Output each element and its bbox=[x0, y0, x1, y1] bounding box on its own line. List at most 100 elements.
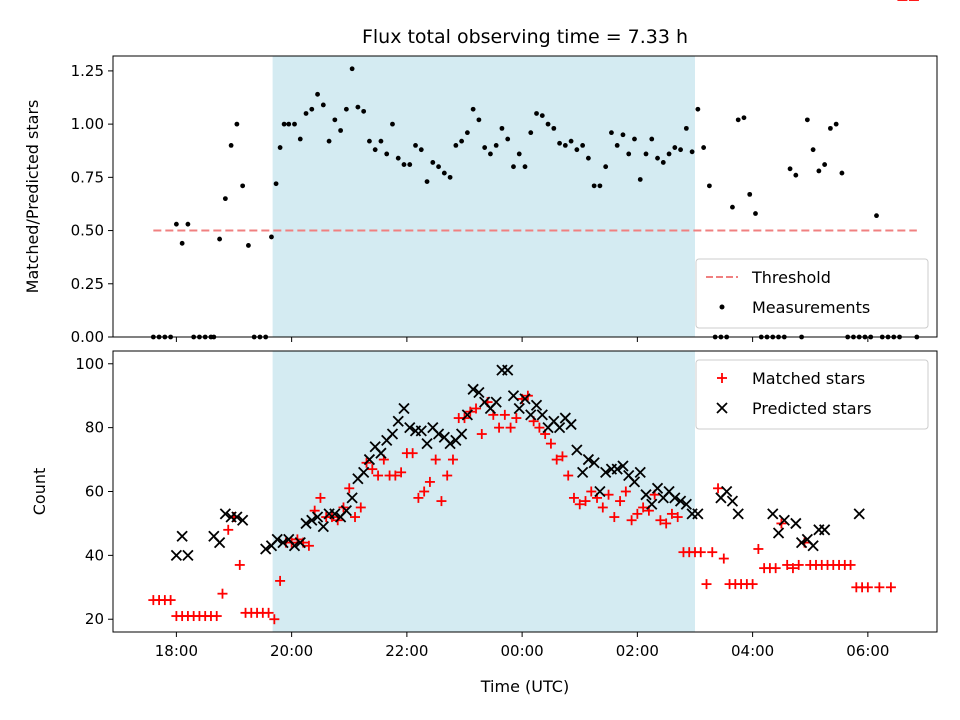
measurement-point bbox=[545, 121, 551, 127]
predicted-star-point bbox=[553, 421, 566, 434]
predicted-star-point bbox=[375, 447, 387, 459]
matched-star-point bbox=[586, 486, 597, 497]
measurement-point bbox=[730, 204, 735, 210]
measurement-point bbox=[539, 113, 545, 119]
measurement-point bbox=[222, 196, 228, 202]
measurement-point bbox=[482, 145, 488, 150]
predicted-star-point bbox=[778, 514, 790, 526]
x-tick-label: 20:00 bbox=[270, 642, 313, 660]
measurement-point bbox=[292, 121, 297, 127]
measurement-point bbox=[534, 111, 539, 116]
matched-star-point bbox=[695, 547, 706, 558]
matched-star-point bbox=[626, 515, 637, 526]
predicted-star-point bbox=[473, 386, 485, 399]
measurement-point bbox=[303, 111, 309, 116]
measurement-point bbox=[874, 213, 879, 219]
predicted-star-point bbox=[513, 402, 525, 415]
top-y-axis: 0.00 0.25 0.50 0.75 1.00 1.25 bbox=[71, 62, 113, 346]
measurement-point bbox=[277, 145, 283, 150]
measurement-point bbox=[672, 145, 678, 150]
observing-window-band bbox=[272, 351, 695, 632]
measurement-point bbox=[378, 138, 384, 144]
matched-star-point bbox=[638, 502, 649, 513]
matched-star-point bbox=[551, 454, 562, 465]
measurement-point bbox=[361, 108, 367, 114]
predicted-star-point bbox=[294, 536, 306, 549]
matched-star-point bbox=[165, 595, 176, 606]
measurement-point bbox=[493, 143, 499, 148]
measurement-point bbox=[701, 145, 707, 150]
measurement-point bbox=[269, 234, 274, 240]
matched-star-point bbox=[234, 559, 245, 570]
predicted-star-point bbox=[634, 466, 646, 478]
y-tick-label: 1.25 bbox=[71, 62, 104, 80]
measurement-point bbox=[649, 136, 655, 142]
predicted-star-point bbox=[386, 428, 399, 440]
predicted-star-point bbox=[329, 508, 341, 520]
predicted-star-point bbox=[853, 508, 865, 520]
matched-star-point bbox=[557, 451, 568, 462]
matched-star-point bbox=[580, 496, 591, 507]
matched-star-point bbox=[707, 547, 718, 558]
measurement-point bbox=[839, 170, 845, 176]
predicted-star-point bbox=[726, 495, 739, 507]
predicted-star-point bbox=[600, 466, 612, 478]
predicted-star-point bbox=[536, 409, 548, 421]
legend-matched-marker bbox=[717, 373, 727, 383]
predicted-star-point bbox=[271, 533, 283, 546]
predicted-star-point bbox=[461, 409, 474, 421]
measurement-point bbox=[551, 125, 557, 131]
measurement-point bbox=[390, 121, 395, 127]
chart-title: Flux total observing time = 7.33 h bbox=[362, 26, 688, 48]
predicted-star-point bbox=[358, 466, 370, 478]
measurement-point bbox=[511, 164, 516, 170]
measurement-point bbox=[349, 66, 355, 72]
predicted-star-point bbox=[669, 492, 681, 504]
measurement-point bbox=[580, 143, 586, 148]
predicted-star-point bbox=[680, 498, 692, 510]
measurement-point bbox=[822, 162, 828, 167]
measurement-point bbox=[470, 106, 476, 112]
matched-star-point bbox=[447, 454, 458, 465]
matched-star-point bbox=[396, 467, 407, 478]
predicted-star-point bbox=[525, 409, 537, 421]
matched-star-point bbox=[862, 582, 873, 593]
matched-star-point bbox=[534, 422, 545, 433]
measurement-point bbox=[459, 138, 465, 144]
measurement-point bbox=[367, 138, 372, 144]
predicted-star-point bbox=[507, 390, 520, 402]
y-tick-label: 1.00 bbox=[71, 115, 104, 133]
predicted-star-point bbox=[404, 421, 416, 434]
x-tick-label: 06:00 bbox=[846, 642, 889, 660]
predicted-star-point bbox=[582, 453, 595, 466]
bottom-y-axis-label: Count bbox=[30, 468, 49, 516]
matched-star-point bbox=[672, 512, 683, 523]
matched-star-point bbox=[609, 512, 620, 523]
measurement-point bbox=[609, 130, 614, 136]
predicted-star-point bbox=[530, 399, 543, 411]
measurement-point bbox=[464, 130, 470, 136]
measurement-point bbox=[695, 106, 701, 112]
matched-star-point bbox=[499, 409, 510, 420]
predicted-star-point bbox=[176, 530, 188, 542]
measurement-point bbox=[355, 104, 361, 110]
predicted-star-point bbox=[767, 508, 779, 520]
measurement-point bbox=[660, 160, 666, 165]
predicted-star-point bbox=[231, 511, 243, 523]
y-tick-label: 0.00 bbox=[71, 328, 104, 346]
predicted-star-point bbox=[565, 418, 577, 431]
measurement-point bbox=[499, 125, 505, 131]
measurement-point bbox=[246, 243, 251, 248]
matched-star-point bbox=[217, 588, 228, 599]
predicted-star-point bbox=[317, 520, 329, 533]
predicted-star-point bbox=[594, 485, 606, 498]
measurement-point bbox=[273, 181, 279, 187]
measurement-point bbox=[173, 221, 179, 227]
x-tick-label: 22:00 bbox=[385, 642, 428, 660]
measurement-point bbox=[297, 136, 303, 142]
measurement-point bbox=[655, 155, 660, 161]
y-tick-label: 0.50 bbox=[71, 222, 104, 240]
matched-star-point bbox=[770, 563, 781, 574]
matched-star-point bbox=[655, 515, 666, 526]
